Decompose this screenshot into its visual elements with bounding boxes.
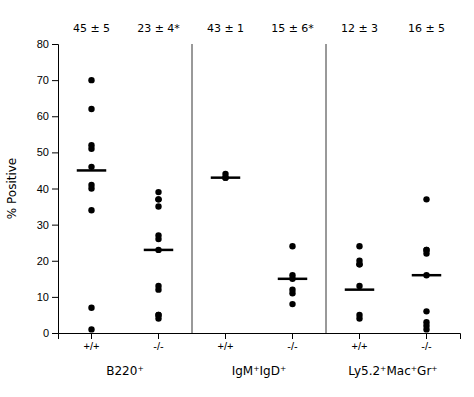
chart: 0 10 20 30 40 50 60 70 80 +/+ -/- +/+ -/- +/+ -/- % Pos… <box>0 0 474 397</box>
mean-line <box>345 288 374 291</box>
y-tick: 70 <box>37 74 58 86</box>
point <box>88 326 94 332</box>
point <box>155 315 161 321</box>
point <box>356 315 362 321</box>
x-axis-line <box>59 334 461 340</box>
y-tick-mark <box>52 152 58 153</box>
x-tick-mark <box>359 333 360 339</box>
y-tick: 80 <box>37 38 58 50</box>
y-tick: 10 <box>37 291 58 303</box>
point <box>88 305 94 311</box>
y-tick: 0 <box>43 327 58 339</box>
point <box>356 243 362 249</box>
x-tick-mark <box>292 333 293 339</box>
y-axis-title: % Positive <box>5 158 19 219</box>
x-tick: -/- <box>421 333 432 352</box>
y-tick: 20 <box>37 255 58 267</box>
panels: B220⁺ IgM⁺IgD⁺ Ly5.2⁺Mac⁺Gr⁺ <box>106 44 437 378</box>
x-tick-mark <box>158 333 159 339</box>
annotation: 16 ± 5 <box>408 22 445 35</box>
y-tick: 40 <box>37 183 58 195</box>
panel-divider <box>192 44 193 333</box>
y-tick-mark <box>52 261 58 262</box>
mean-line <box>412 274 441 277</box>
point <box>155 189 161 195</box>
point <box>88 207 94 213</box>
y-tick-label: 40 <box>37 183 49 195</box>
point <box>88 77 94 83</box>
y-tick-mark <box>52 297 58 298</box>
y-tick-label: 0 <box>43 327 49 339</box>
point <box>88 164 94 170</box>
x-tick-label: +/+ <box>84 340 100 352</box>
point <box>155 286 161 292</box>
y-tick-mark <box>52 225 58 226</box>
point <box>423 308 429 314</box>
x-tick: +/+ <box>218 333 234 352</box>
y-axis-line <box>52 45 59 334</box>
point <box>88 106 94 112</box>
point <box>356 261 362 267</box>
y-tick: 30 <box>37 219 58 231</box>
panel-label: B220⁺ <box>106 364 143 378</box>
x-axis: +/+ -/- +/+ -/- +/+ -/- <box>59 333 461 352</box>
panel-label: IgM⁺IgD⁺ <box>232 364 287 378</box>
point <box>155 236 161 242</box>
point <box>289 243 295 249</box>
point <box>423 250 429 256</box>
annotation: 12 ± 3 <box>341 22 378 35</box>
point <box>356 283 362 289</box>
x-tick-label: -/- <box>153 340 164 352</box>
point <box>155 196 161 202</box>
marks <box>77 77 441 333</box>
x-tick: +/+ <box>84 333 100 352</box>
x-tick: -/- <box>153 333 164 352</box>
annotation: 43 ± 1 <box>207 22 244 35</box>
x-tick-label: -/- <box>421 340 432 352</box>
y-tick: 50 <box>37 146 58 158</box>
x-tick-label: +/+ <box>352 340 368 352</box>
y-tick-mark <box>52 189 58 190</box>
annotation: 15 ± 6* <box>271 22 314 35</box>
y-tick-label: 50 <box>37 146 49 158</box>
y-tick-mark <box>52 44 58 45</box>
y-tick-mark <box>52 80 58 81</box>
panel-label: Ly5.2⁺Mac⁺Gr⁺ <box>348 364 437 378</box>
x-tick-label: +/+ <box>218 340 234 352</box>
x-tick-mark <box>225 333 226 339</box>
y-tick-label: 80 <box>37 38 49 50</box>
y-tick-label: 70 <box>37 74 49 86</box>
point <box>88 185 94 191</box>
x-tick-mark <box>91 333 92 339</box>
x-tick-mark <box>426 333 427 339</box>
y-tick-mark <box>52 116 58 117</box>
y-axis: 0 10 20 30 40 50 60 70 80 <box>37 38 59 339</box>
point <box>423 196 429 202</box>
y-tick-label: 20 <box>37 255 49 267</box>
point <box>289 290 295 296</box>
point <box>155 196 161 202</box>
x-tick-label: -/- <box>287 340 298 352</box>
mean-line <box>278 278 307 281</box>
mean-line <box>77 169 106 172</box>
x-tick: -/- <box>287 333 298 352</box>
y-tick-mark <box>52 333 58 334</box>
point <box>356 261 362 267</box>
annotations: 45 ± 5 23 ± 4* 43 ± 1 15 ± 6* 12 ± 3 16 ± 5 <box>73 22 445 35</box>
point <box>88 146 94 152</box>
point <box>289 301 295 307</box>
y-tick-label: 10 <box>37 291 49 303</box>
y-tick: 60 <box>37 110 58 122</box>
x-tick: +/+ <box>352 333 368 352</box>
annotation: 45 ± 5 <box>73 22 110 35</box>
mean-line <box>144 249 173 252</box>
mean-line <box>211 176 240 179</box>
y-tick-label: 60 <box>37 110 49 122</box>
panel-divider <box>326 44 327 333</box>
point <box>155 203 161 209</box>
point <box>423 326 429 332</box>
y-tick-label: 30 <box>37 219 49 231</box>
annotation: 23 ± 4* <box>137 22 180 35</box>
